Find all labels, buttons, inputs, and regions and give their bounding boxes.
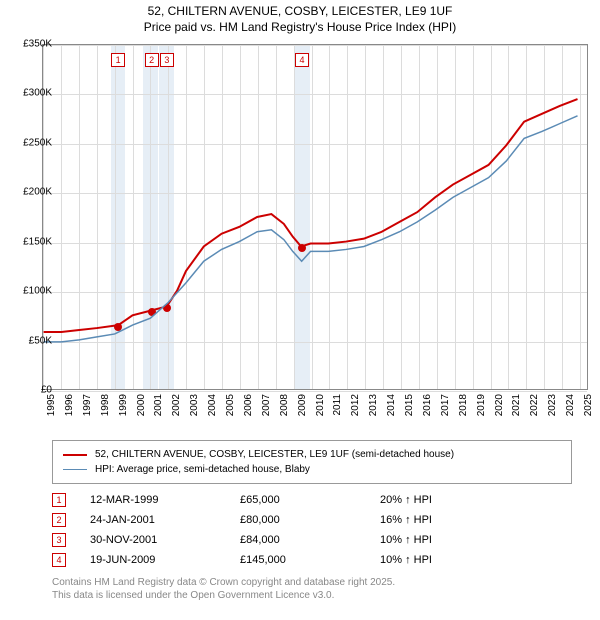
x-axis-label: 2007 <box>261 394 272 424</box>
y-axis-label: £150K <box>2 236 52 247</box>
x-axis-label: 2005 <box>225 394 236 424</box>
y-axis-label: £0 <box>2 385 52 396</box>
footer-line: This data is licensed under the Open Gov… <box>52 589 395 602</box>
row-price: £84,000 <box>240 534 380 546</box>
row-diff: 10% ↑ HPI <box>380 534 500 546</box>
series-line <box>44 99 578 332</box>
table-row: 4 19-JUN-2009£145,00010% ↑ HPI <box>52 550 572 570</box>
legend-label: 52, CHILTERN AVENUE, COSBY, LEICESTER, L… <box>95 449 454 460</box>
footer-line: Contains HM Land Registry data © Crown c… <box>52 576 395 589</box>
row-diff: 16% ↑ HPI <box>380 514 500 526</box>
x-axis-label: 2009 <box>297 394 308 424</box>
x-axis-label: 2017 <box>440 394 451 424</box>
x-axis-label: 2018 <box>458 394 469 424</box>
legend-item: 52, CHILTERN AVENUE, COSBY, LEICESTER, L… <box>63 447 561 462</box>
row-date: 30-NOV-2001 <box>90 534 240 546</box>
chart-subtitle: Price paid vs. HM Land Registry's House … <box>0 20 600 40</box>
y-axis-label: £100K <box>2 286 52 297</box>
gridline <box>43 391 587 392</box>
x-axis-label: 2008 <box>279 394 290 424</box>
sales-table: 1 12-MAR-1999£65,00020% ↑ HPI 2 24-JAN-2001… <box>52 490 572 570</box>
x-axis-label: 2021 <box>511 394 522 424</box>
row-diff: 20% ↑ HPI <box>380 494 500 506</box>
y-axis-label: £300K <box>2 88 52 99</box>
x-axis-label: 1995 <box>46 394 57 424</box>
row-marker: 1 <box>52 493 66 507</box>
x-axis-label: 2019 <box>476 394 487 424</box>
x-axis-label: 2023 <box>547 394 558 424</box>
x-axis-label: 2024 <box>565 394 576 424</box>
row-marker: 4 <box>52 553 66 567</box>
legend-item: HPI: Average price, semi-detached house,… <box>63 462 561 477</box>
x-axis-label: 2001 <box>153 394 164 424</box>
y-axis-label: £250K <box>2 137 52 148</box>
x-axis-label: 2013 <box>368 394 379 424</box>
chart-lines <box>43 45 587 389</box>
x-axis-label: 2016 <box>422 394 433 424</box>
row-price: £145,000 <box>240 554 380 566</box>
table-row: 3 30-NOV-2001£84,00010% ↑ HPI <box>52 530 572 550</box>
legend-label: HPI: Average price, semi-detached house,… <box>95 464 310 475</box>
x-axis-label: 2002 <box>171 394 182 424</box>
x-axis-label: 2020 <box>494 394 505 424</box>
x-axis-label: 1999 <box>118 394 129 424</box>
x-axis-label: 2022 <box>529 394 540 424</box>
row-diff: 10% ↑ HPI <box>380 554 500 566</box>
footer: Contains HM Land Registry data © Crown c… <box>52 576 395 602</box>
x-axis-label: 2010 <box>315 394 326 424</box>
row-price: £80,000 <box>240 514 380 526</box>
x-axis-label: 2006 <box>243 394 254 424</box>
row-date: 12-MAR-1999 <box>90 494 240 506</box>
table-row: 2 24-JAN-2001£80,00016% ↑ HPI <box>52 510 572 530</box>
row-date: 24-JAN-2001 <box>90 514 240 526</box>
x-axis-label: 1998 <box>100 394 111 424</box>
series-line <box>44 116 578 342</box>
x-axis-label: 2011 <box>332 394 343 424</box>
row-price: £65,000 <box>240 494 380 506</box>
x-axis-label: 2004 <box>207 394 218 424</box>
legend-swatch <box>63 469 87 471</box>
y-axis-label: £350K <box>2 39 52 50</box>
y-axis-label: £200K <box>2 187 52 198</box>
x-axis-label: 2003 <box>189 394 200 424</box>
x-axis-label: 2015 <box>404 394 415 424</box>
x-axis-label: 2014 <box>386 394 397 424</box>
table-row: 1 12-MAR-1999£65,00020% ↑ HPI <box>52 490 572 510</box>
y-axis-label: £50K <box>2 335 52 346</box>
x-axis-label: 1997 <box>82 394 93 424</box>
x-axis-label: 2000 <box>136 394 147 424</box>
x-axis-label: 2012 <box>350 394 361 424</box>
row-date: 19-JUN-2009 <box>90 554 240 566</box>
row-marker: 2 <box>52 513 66 527</box>
legend: 52, CHILTERN AVENUE, COSBY, LEICESTER, L… <box>52 440 572 484</box>
chart-title: 52, CHILTERN AVENUE, COSBY, LEICESTER, L… <box>0 0 600 20</box>
chart-plot-area: 1234 <box>42 44 588 390</box>
x-axis-label: 2025 <box>583 394 594 424</box>
x-axis-label: 1996 <box>64 394 75 424</box>
row-marker: 3 <box>52 533 66 547</box>
legend-swatch <box>63 454 87 456</box>
